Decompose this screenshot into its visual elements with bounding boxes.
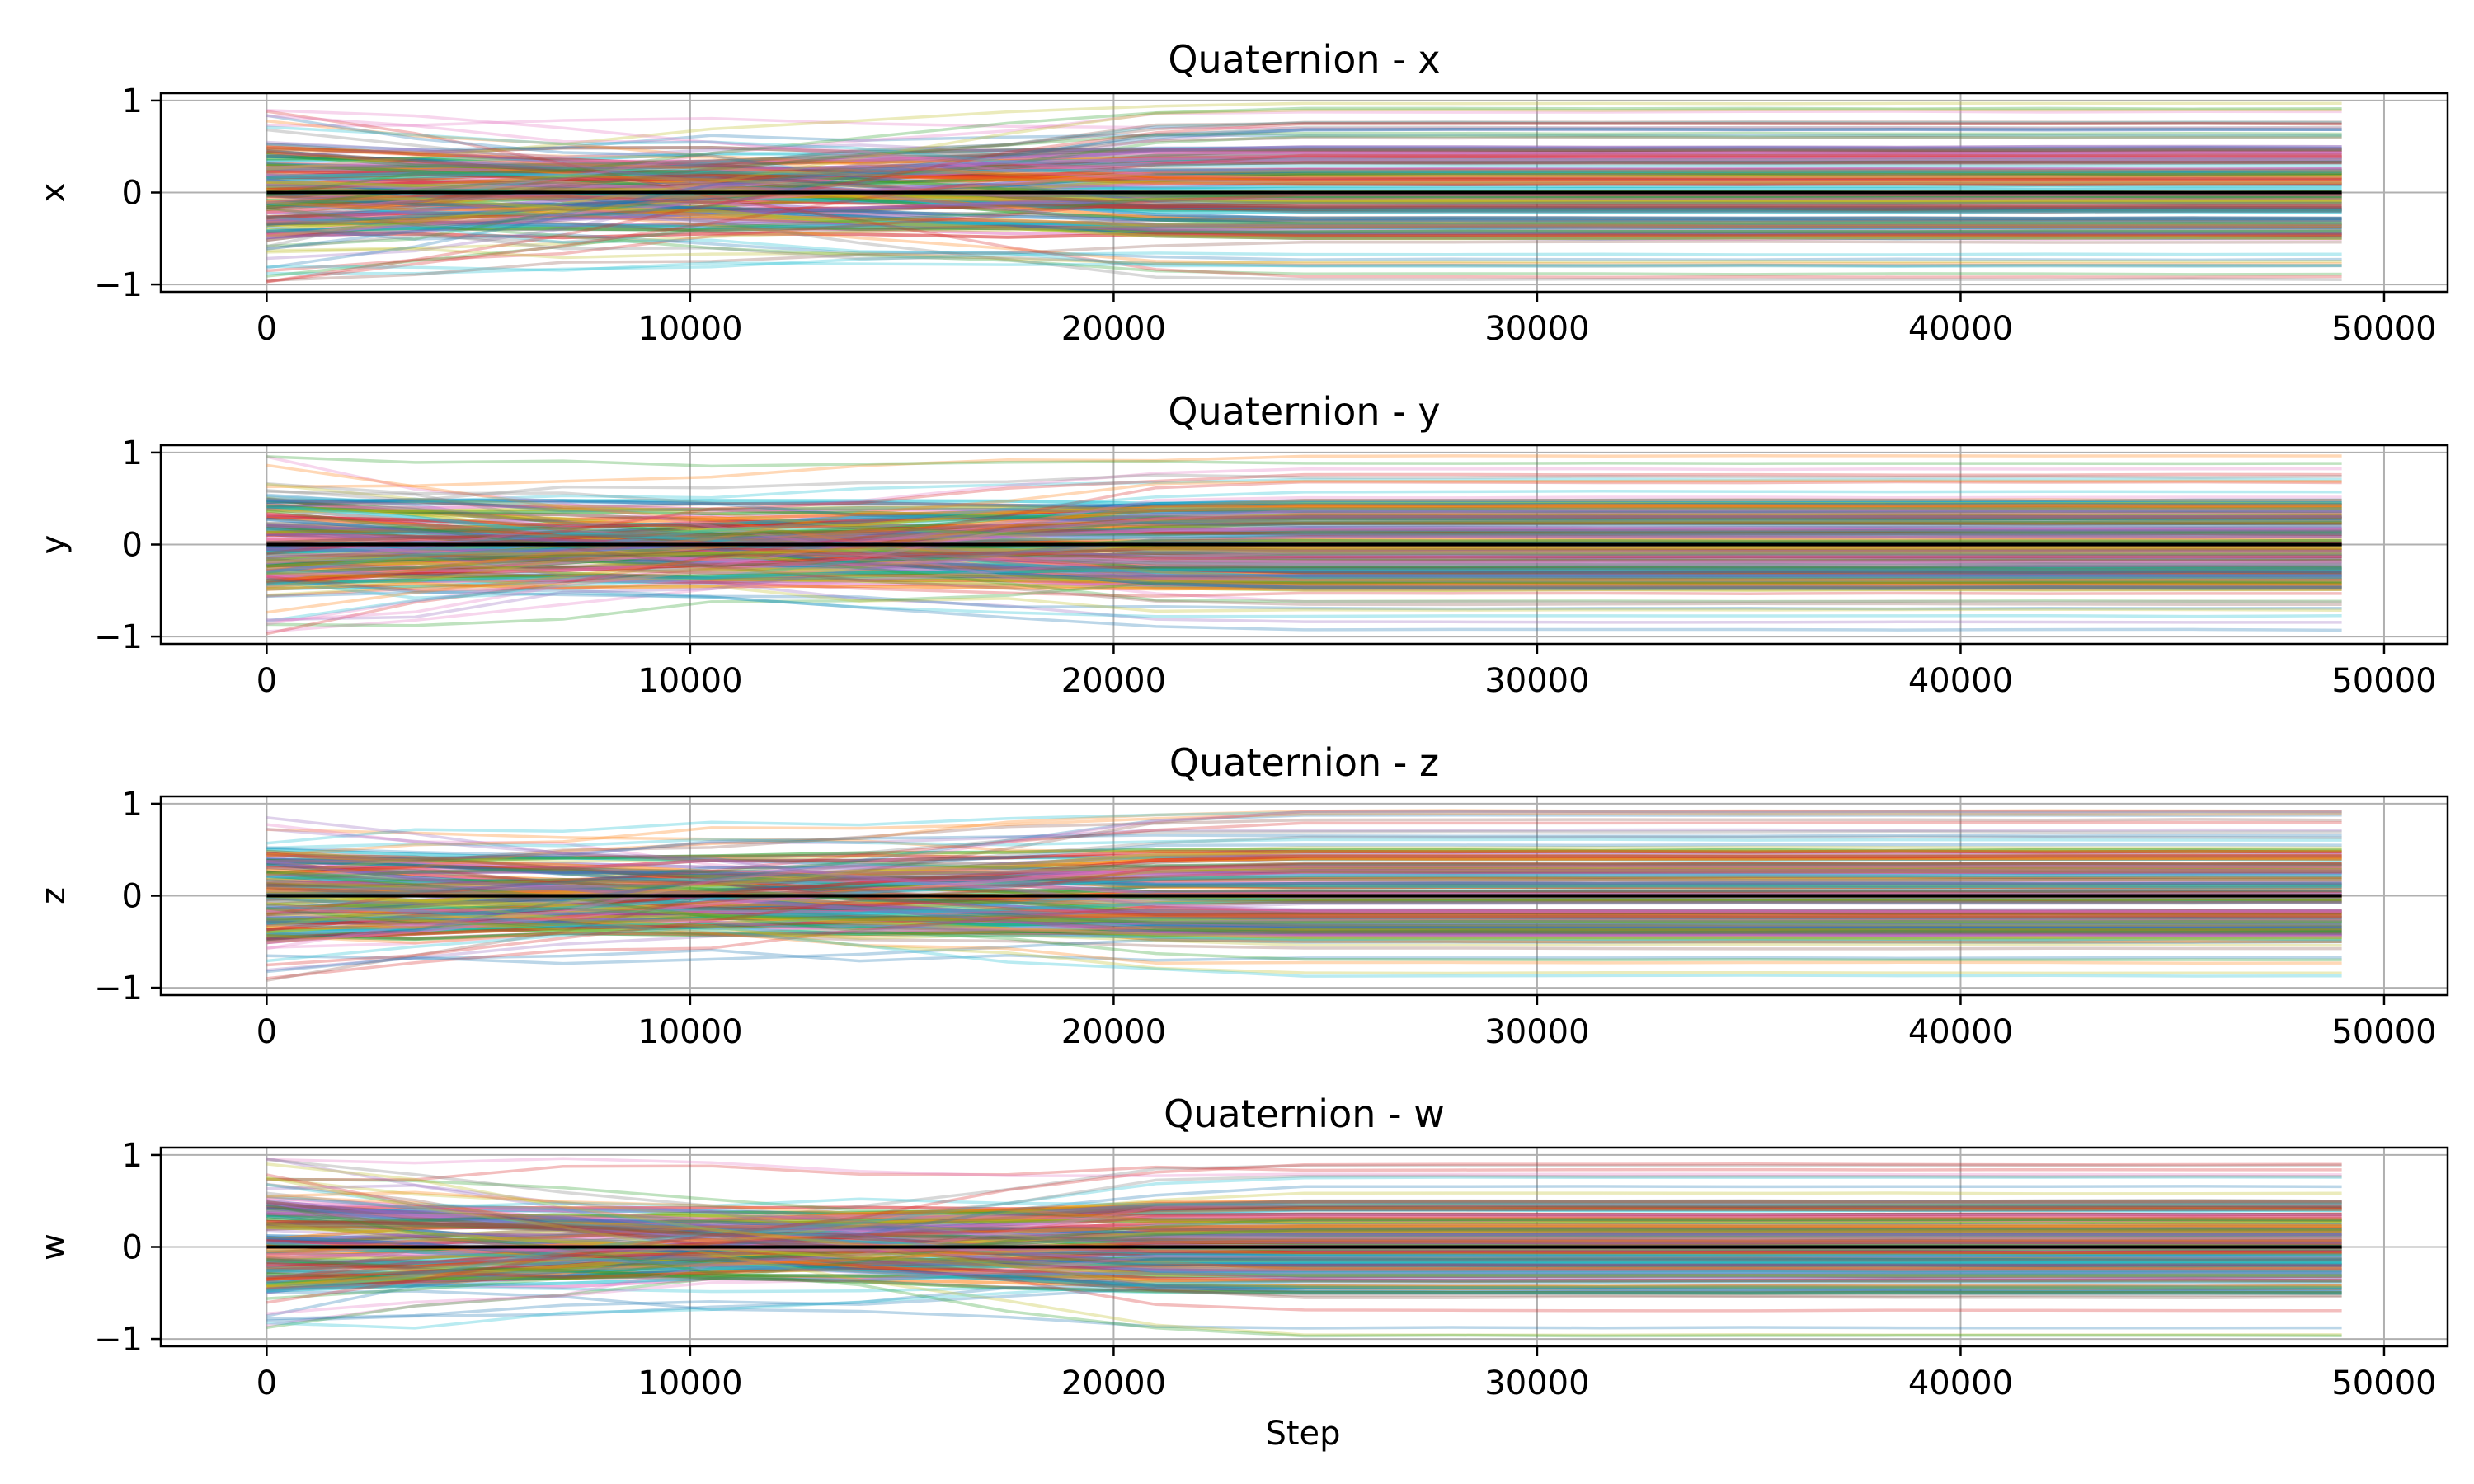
- x-tick-label: 50000: [2331, 662, 2436, 700]
- x-tick-label: 40000: [1908, 310, 2013, 348]
- x-tick-label: 10000: [637, 310, 742, 348]
- y-tick-label: 0: [122, 527, 143, 565]
- x-axis-label: Step: [1265, 1415, 1340, 1453]
- y-tick-label: 0: [122, 175, 143, 213]
- x-tick-label: 0: [256, 1364, 277, 1402]
- y-tick-label: −1: [94, 266, 143, 304]
- subplot-title: Quaternion - z: [1169, 740, 1439, 785]
- x-tick-label: 0: [256, 662, 277, 700]
- x-tick-label: 30000: [1484, 310, 1589, 348]
- x-tick-label: 50000: [2331, 310, 2436, 348]
- x-tick-label: 40000: [1908, 1013, 2013, 1051]
- y-tick-label: 0: [122, 1229, 143, 1267]
- y-axis-label: x: [35, 183, 73, 203]
- x-tick-label: 20000: [1061, 310, 1166, 348]
- x-tick-label: 20000: [1061, 662, 1166, 700]
- y-tick-label: 1: [122, 82, 143, 120]
- y-tick-label: −1: [94, 1321, 143, 1359]
- y-tick-label: 1: [122, 1137, 143, 1175]
- x-tick-label: 10000: [637, 662, 742, 700]
- x-tick-label: 10000: [637, 1013, 742, 1051]
- y-tick-label: 0: [122, 878, 143, 916]
- subplot-title: Quaternion - y: [1168, 389, 1440, 434]
- y-axis-label: z: [35, 887, 73, 904]
- x-tick-label: 40000: [1908, 1364, 2013, 1402]
- x-tick-label: 40000: [1908, 662, 2013, 700]
- x-tick-label: 30000: [1484, 1013, 1589, 1051]
- y-axis-label: w: [35, 1233, 73, 1261]
- y-tick-label: −1: [94, 618, 143, 656]
- x-tick-label: 0: [256, 310, 277, 348]
- x-tick-label: 30000: [1484, 1364, 1589, 1402]
- x-tick-label: 10000: [637, 1364, 742, 1402]
- y-axis-label: y: [35, 535, 73, 555]
- x-tick-label: 30000: [1484, 662, 1589, 700]
- subplot-title: Quaternion - w: [1164, 1092, 1445, 1136]
- subplot-title: Quaternion - x: [1168, 37, 1440, 82]
- x-tick-label: 50000: [2331, 1364, 2436, 1402]
- x-tick-label: 20000: [1061, 1013, 1166, 1051]
- x-tick-label: 20000: [1061, 1364, 1166, 1402]
- y-tick-label: 1: [122, 434, 143, 472]
- y-tick-label: 1: [122, 786, 143, 824]
- x-tick-label: 50000: [2331, 1013, 2436, 1051]
- y-tick-label: −1: [94, 970, 143, 1007]
- x-tick-label: 0: [256, 1013, 277, 1051]
